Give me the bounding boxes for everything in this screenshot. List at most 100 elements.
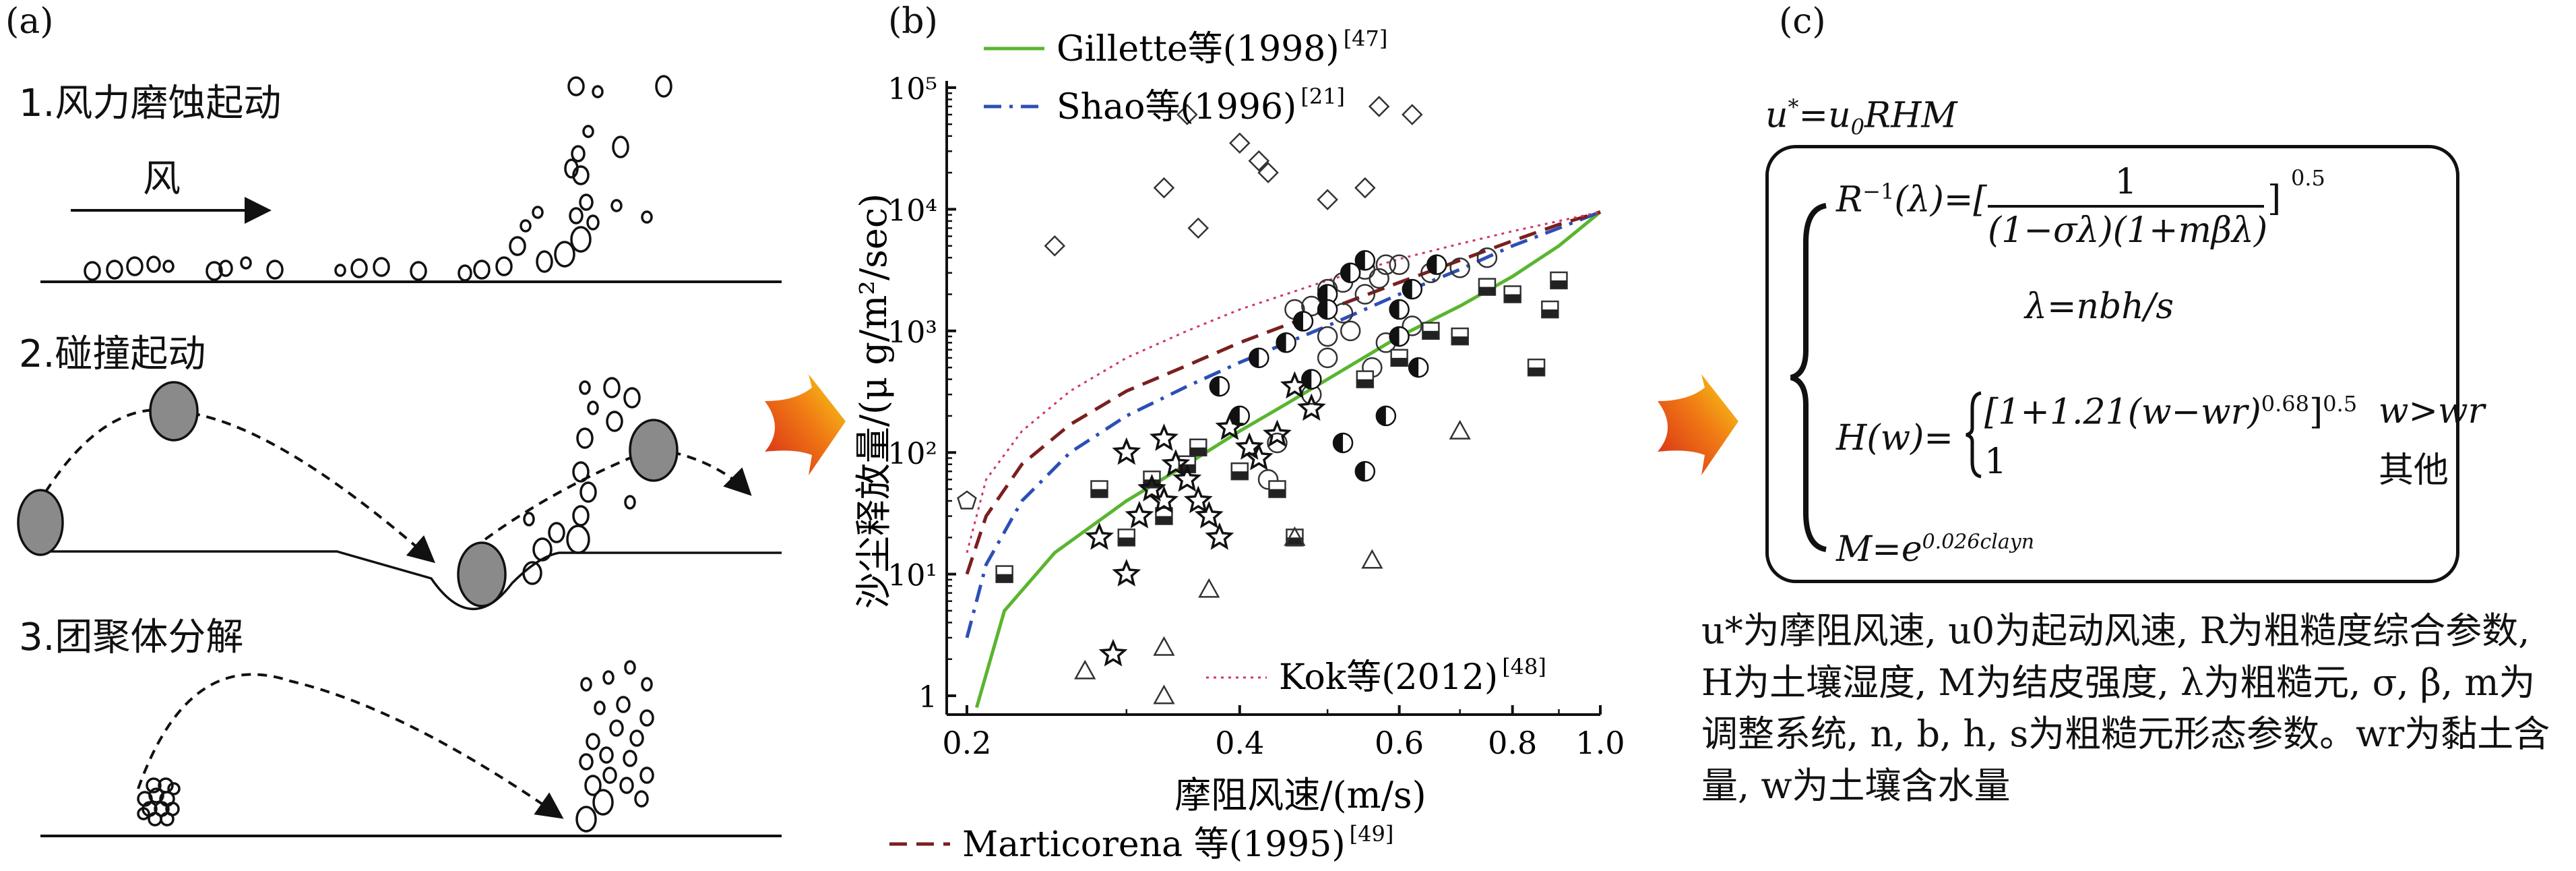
marker-square-fill (1422, 330, 1439, 339)
marker-diamond (1153, 177, 1175, 199)
x-tick-label: 0.6 (1375, 725, 1424, 761)
marker-star (1215, 412, 1245, 440)
series-line (965, 210, 1601, 575)
eq-h-case1: [1+1.21(w−wr)0.68]0.5 (1984, 391, 2358, 433)
step-1-title: 1.风力磨蚀起动 (19, 82, 282, 125)
step-2-title: 2.碰撞起动 (19, 332, 206, 376)
marker-halfcircle-fill (1318, 284, 1328, 304)
flow-arrow-1 (765, 374, 846, 475)
marker-pentagon (957, 490, 977, 510)
marker-star (1161, 449, 1191, 477)
marker-star (1183, 485, 1213, 514)
eq-r-denominator: (1−σλ)(1+mβλ) (1988, 210, 2268, 251)
system-brace (1790, 203, 1827, 552)
panel-b-label: (b) (888, 1, 938, 42)
marker-square-fill (1156, 516, 1172, 524)
marker-triangle (1153, 636, 1175, 656)
trajectory-2b (484, 446, 752, 541)
marker-halfcircle-fill (1409, 358, 1419, 378)
marker-halfcircle-fill (1276, 333, 1286, 353)
legend-label: Gillette等(1998) (1057, 29, 1340, 69)
marker-star (1234, 432, 1264, 460)
marker-diamond (1248, 150, 1270, 172)
legend-label: Shao等(1996) (1057, 87, 1296, 127)
marker-halfcircle-fill (1402, 280, 1412, 299)
x-tick-label: 1.0 (1575, 725, 1625, 761)
large-grains-2 (17, 381, 679, 607)
marker-triangle (1284, 526, 1306, 546)
marker-circle (1257, 469, 1279, 490)
sand-grains-2 (522, 377, 641, 585)
eq-h-cond2: 其他 (2379, 450, 2449, 491)
eq-h-case2: 1 (1984, 442, 2007, 482)
marker-halfcircle-fill (1249, 348, 1259, 367)
case-brace (1966, 391, 1982, 479)
marker-square-fill (1269, 489, 1286, 498)
marker-triangle (1361, 549, 1383, 569)
marker-diamond (1229, 132, 1251, 154)
marker-circle (1375, 254, 1397, 275)
marker-square-fill (1143, 479, 1160, 488)
marker-star (1194, 501, 1224, 529)
marker-triangle (1198, 578, 1220, 598)
eq-r: R−1(λ)=[ (1836, 179, 1987, 220)
eq-r-close: ] (2267, 179, 2282, 219)
marker-circle (1402, 316, 1423, 336)
marker-diamond (1354, 177, 1376, 199)
marker-star (1125, 501, 1154, 529)
trajectory-2 (36, 408, 436, 564)
y-tick-label: 1 (918, 680, 937, 715)
series-line (966, 210, 1601, 553)
legend-ref: [48] (1502, 654, 1546, 680)
marker-circle (1476, 247, 1498, 268)
eq-lambda: λ=nbh/s (2025, 287, 2174, 327)
marker-square-fill (1190, 447, 1207, 456)
ground-line-2 (40, 550, 782, 610)
marker-diamond (1187, 217, 1210, 239)
marker-diamond (1044, 235, 1066, 257)
marker-star (1098, 638, 1128, 667)
sand-grains-1 (84, 75, 672, 282)
marker-halfcircle-fill (1341, 263, 1351, 282)
marker-halfcircle-fill (1355, 462, 1365, 481)
marker-square-fill (1118, 537, 1135, 546)
variable-notes: u*为摩阻风速, u0为起动风速, R为粗糙度综合参数, H为土壤湿度, M为结… (1701, 609, 2550, 808)
marker-square-fill (1391, 357, 1408, 366)
formula-top: u*=u0RHM (1765, 94, 1957, 140)
legend-ref: [21] (1300, 84, 1345, 109)
y-tick-label: 10² (887, 437, 937, 471)
marker-diamond (1402, 104, 1423, 125)
x-tick-label: 0.8 (1488, 725, 1537, 761)
marker-circle (1354, 284, 1376, 305)
marker-square-fill (1286, 537, 1303, 546)
y-tick-label: 10⁴ (887, 193, 937, 228)
marker-star (1244, 442, 1274, 471)
legend-label: Kok等(2012) (1279, 657, 1498, 698)
y-tick-label: 10⁵ (887, 72, 937, 107)
marker-star (1149, 423, 1179, 451)
eq-r-numerator: 1 (2114, 162, 2137, 202)
marker-star (1205, 522, 1234, 550)
marker-star (1263, 419, 1292, 448)
eq-h-lhs: H(w)= (1836, 418, 1954, 458)
marker-triangle (1449, 419, 1471, 440)
eq-r-exp: 0.5 (2291, 165, 2325, 191)
y-tick-label: 10¹ (887, 559, 937, 593)
marker-star (1112, 437, 1141, 465)
marker-square-fill (1550, 280, 1567, 289)
eq-m: M=e0.026clayn (1836, 529, 2035, 570)
marker-circle (1317, 326, 1338, 347)
marker-diamond (1368, 96, 1390, 117)
marker-halfcircle-fill (1389, 327, 1400, 347)
legend-ref: [49] (1350, 821, 1394, 847)
marker-star (1280, 371, 1309, 399)
x-tick-label: 0.4 (1215, 725, 1264, 761)
step-3-title: 3.团聚体分解 (19, 615, 244, 659)
marker-halfcircle-fill (1294, 311, 1304, 331)
legend-ref: [47] (1344, 26, 1388, 51)
y-axis-label: 沙尘释放量/(μ g/m²/sec) (852, 193, 895, 609)
marker-circle (1317, 347, 1338, 369)
legend-label: Marticorena 等(1995) (962, 824, 1346, 865)
equation-box (1765, 145, 2459, 583)
panel-a-label: (a) (5, 1, 54, 42)
